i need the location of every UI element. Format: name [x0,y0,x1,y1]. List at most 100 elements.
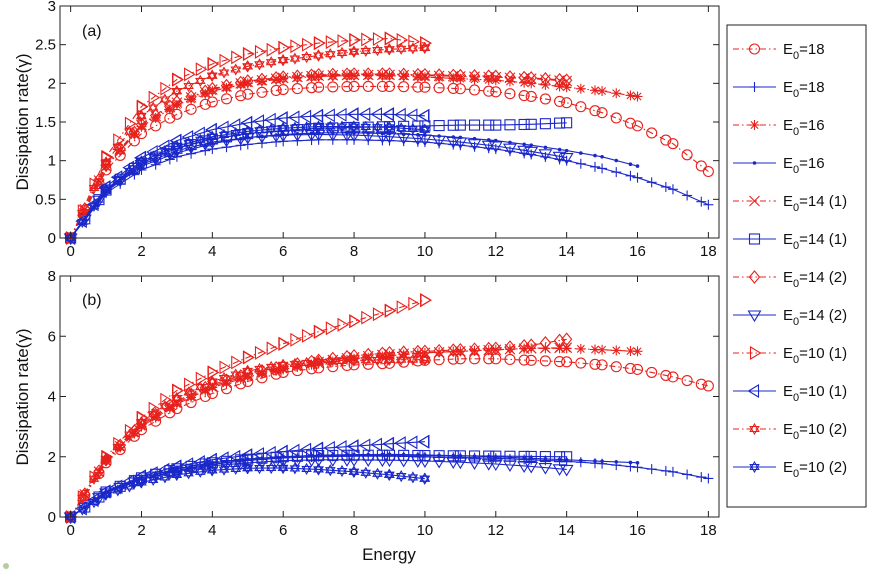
panel-b-series-6-point [490,341,502,356]
panel-a-series-6-point [348,67,360,81]
panel-a-series-11-point [242,125,254,138]
panel-a-xtick-label: 4 [208,243,216,260]
panel-b-series-11-point [407,471,419,484]
panel-a-series-0-point [702,165,714,178]
panel-a-series-11-point [301,121,312,134]
panel-b-series-9-point [193,455,205,469]
panel-b-series-10-point [218,371,230,385]
legend-label: E0=14 (1) [783,193,847,214]
panel-b-series-8-point [172,383,184,398]
panel-a-series-0-point [468,84,481,96]
panel-b-series-7-point [361,455,376,467]
panel-a-series-3-point [557,147,562,152]
panel-b-ytick-label: 8 [48,268,56,285]
panel-b-series-6-point [539,336,552,350]
panel-b-series-9-point [287,443,300,458]
panel-a-series-9-point [394,107,406,122]
panel-b-series-2-point [575,343,586,354]
legend-marker [752,161,757,165]
legend-entry: E0=14 (2) [733,307,847,328]
panel-a-series-9-point [334,107,347,122]
panel-a-series-3-point [564,148,569,153]
panel-b-series-8-point [113,436,125,451]
panel-b-series-6-point [560,332,573,347]
panel-b-series-11-point [336,464,348,478]
panel-a-series-6-point [171,95,183,109]
panel-a-series-9-point [323,108,335,123]
panel-b-xtick-label: 2 [137,522,145,539]
panel-b-series-7-point [205,461,220,473]
panel-b-series-8-point [195,371,208,386]
panel-a-series-0-point [220,93,233,105]
panel-a-series-5-point [490,119,502,131]
panel-b-series-10-point [313,355,324,368]
panel-b-series-7-point [559,464,574,477]
panel-a-series-8-point [266,42,279,57]
panel-a-series-8-point [195,62,208,77]
panel-b-series-10-point [242,364,254,377]
panel-a-series-6-point [206,81,219,96]
x-axis-label: Energy [362,545,416,564]
panel-a-series-9-point [276,111,288,126]
panel-a-xtick-label: 18 [700,243,717,260]
panel-a-series-6-point [149,108,162,123]
panel-b-series-5-point [483,450,495,462]
panel-a-series-11-point [100,183,112,196]
panel-a-series-2-point [625,90,636,101]
panel-b-series-2-point [611,345,622,356]
panel-b-series-9-point [252,447,265,462]
panel-a-series-0-point [383,80,396,92]
panel-a-xtick-label: 14 [558,243,575,260]
panel-a-series-7-point [233,133,248,146]
panel-a-series-9-point [311,108,324,123]
legend-entry: E0=16 [733,155,825,176]
panel-a-series-8-point [160,81,172,96]
panel-b-series-11-point [195,465,206,478]
panel-a-series-2-point [611,88,622,99]
panel-b-series-11-point [136,476,147,489]
panel-a-series-0-point [235,90,247,102]
legend-label: E0=14 (1) [783,231,847,252]
panel-b-ytick-label: 2 [48,449,56,466]
panel-a-series-7-point [453,137,468,150]
panel-b-series-11-line [70,467,425,518]
panel-a-series-7-point [325,130,340,142]
panel-b-series-0-point [667,371,679,383]
panel-a-series-9-point [287,110,300,125]
panel-b-series-0-point [561,356,573,368]
panel-b-series-10-point [77,491,88,504]
panel-a-series-11-point [77,215,88,228]
panel-a-series-3-point [600,155,604,159]
stray-dot [3,563,9,569]
panel-b-series-9-point [216,451,229,466]
panel-b-series-3-point [522,456,526,460]
panel-b-series-10-point [112,440,124,453]
legend-entry: E0=18 [733,41,825,62]
panel-b-series-6-point [291,357,304,371]
legend-marker [749,195,760,207]
panel-b-series-0-point [695,378,707,390]
panel-a-series-9-point [228,118,241,133]
panel-b-series-10-point [372,353,383,367]
panel-b-series-3-point [493,454,498,459]
panel-b-xtick-label: 12 [487,522,504,539]
panel-b-series-11-point [77,503,88,516]
panel-b-series-9 [63,434,430,524]
panel-a-series-11-point [407,122,419,136]
panel-b-series-6-point [468,342,481,357]
panel-b-series-11-point [384,468,395,481]
panel-b-series-11-point [124,480,135,493]
panel-b-series-10-line [70,359,425,518]
panel-a-series-7-point [304,129,319,142]
legend: E0=18 E0=18 E0=16 E0=16 E0=14 (1) E0=14 (1) E0… [726,24,867,508]
panel-b-series-3-point [628,460,633,465]
panel-a-series-3-point [635,164,640,168]
panel-b-series-7-point [417,456,432,469]
panel-a-series-8-point [361,32,373,47]
panel-a-ylabel: Dissipation rate(γ) [13,54,32,191]
panel-b-series-1-point [660,465,671,476]
panel-b-series-9-point [157,462,170,477]
panel-a-series-8 [66,31,432,245]
panel-a-series-11-point [171,139,183,153]
panel-b-series-9-point [405,435,418,450]
